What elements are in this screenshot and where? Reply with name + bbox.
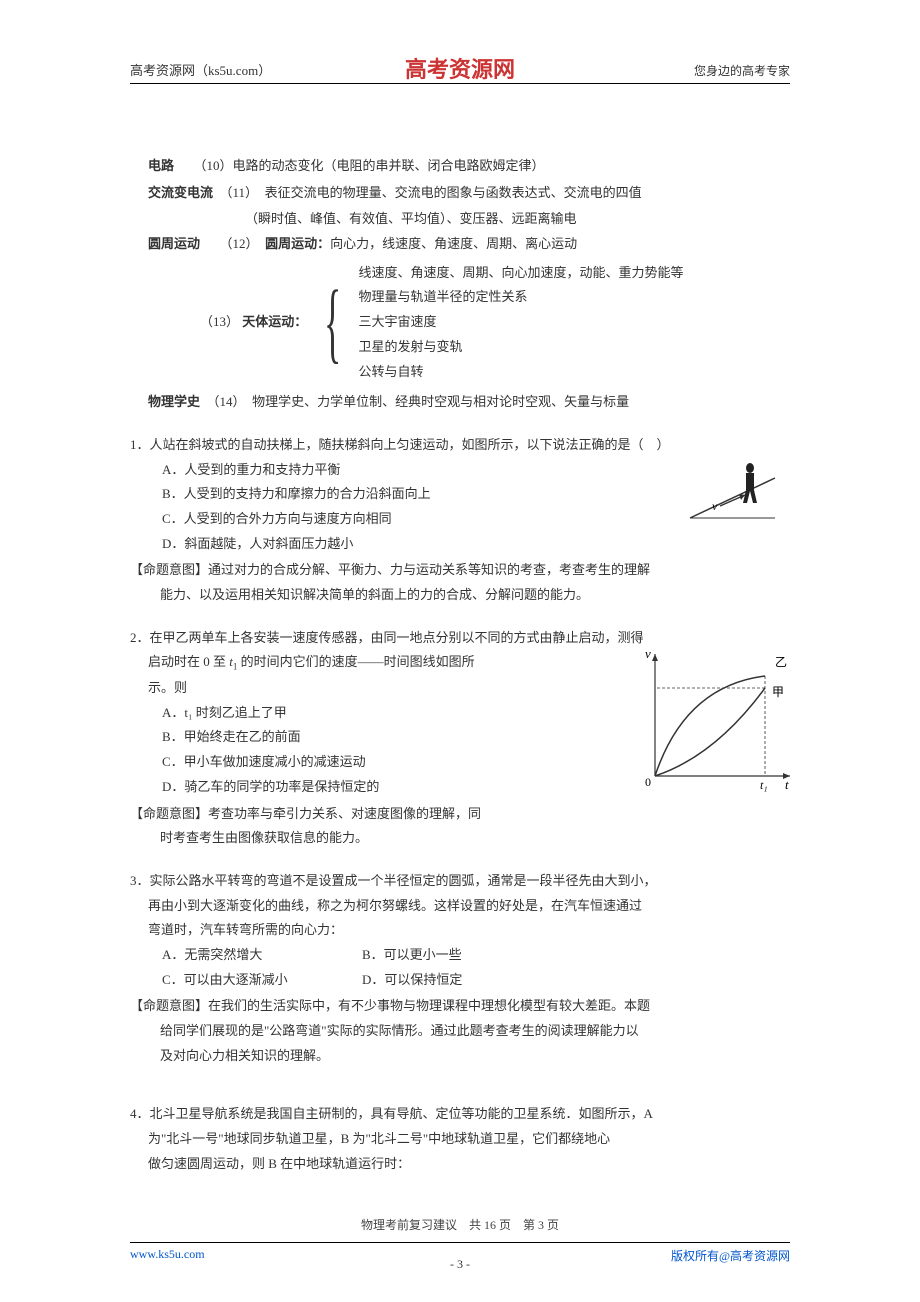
celestial-item1: 线速度、角速度、周期、向心加速度，动能、重力势能等 xyxy=(358,261,683,286)
topic-circular: 圆周运动 （12） 圆周运动：向心力，线速度、角速度、周期、离心运动 xyxy=(148,232,790,257)
q2-purpose1: 考查功率与牵引力关系、对速度图像的理解，同 xyxy=(208,806,481,821)
question-4: 4．北斗卫星导航系统是我国自主研制的，具有导航、定位等功能的卫星系统．如图所示，… xyxy=(130,1102,790,1176)
topic-ac: 交流变电流 （11） 表征交流电的物理量、交流电的图象与函数表达式、交流电的四值 xyxy=(148,181,790,206)
page-header: 高考资源网（ks5u.com） 高考资源网 您身边的高考专家 xyxy=(130,60,790,84)
q3-purpose2: 给同学们展现的是"公路弯道"实际的实际情形。通过此题考查考生的阅读理解能力以 xyxy=(160,1019,790,1044)
q2-intro2: 启动时在 0 至 xyxy=(148,654,229,669)
q3-purpose1: 在我们的生活实际中，有不少事物与物理课程中理想化模型有较大差距。本题 xyxy=(208,998,650,1013)
topic-ac-text1: 表征交流电的物理量、交流电的图象与函数表达式、交流电的四值 xyxy=(265,185,642,200)
q2-purpose: 【命题意图】考查功率与牵引力关系、对速度图像的理解，同 xyxy=(130,802,790,827)
topic-ac-cont: （瞬时值、峰值、有效值、平均值）、变压器、远距离输电 xyxy=(245,207,790,232)
graph-jia: 甲 xyxy=(772,685,784,699)
topic-celestial: （13） 天体运动： { 线速度、角速度、周期、向心加速度，动能、重力势能等 物… xyxy=(200,261,790,384)
topic-history-label: 物理学史 xyxy=(148,394,200,409)
page-foot: 物理考前复习建议 共 16 页 第 3 页 xyxy=(130,1214,790,1237)
left-brace-icon: { xyxy=(324,280,341,366)
q1-optD: D．斜面越陡，人对斜面压力越小 xyxy=(162,532,790,557)
q3-purpose3: 及对向心力相关知识的理解。 xyxy=(160,1044,790,1069)
celestial-item4: 公转与自转 xyxy=(358,360,683,385)
graph-yi: 乙 xyxy=(775,655,787,669)
q2-purpose2: 时考查考生由图像获取信息的能力。 xyxy=(160,826,790,851)
topic-history-text: 物理学史、力学单位制、经典时空观与相对论时空观、矢量与标量 xyxy=(252,394,629,409)
q4-intro3: 做匀速圆周运动，则 B 在中地球轨道运行时： xyxy=(148,1152,790,1177)
page-footer: www.ks5u.com - 3 - 版权所有@高考资源网 xyxy=(130,1242,790,1264)
q4-intro1: 4．北斗卫星导航系统是我国自主研制的，具有导航、定位等功能的卫星系统．如图所示，… xyxy=(130,1102,790,1127)
q3-optD: D．可以保持恒定 xyxy=(362,968,562,993)
topic-circular-bold: 圆周运动： xyxy=(265,236,330,251)
header-tagline: 您身边的高考专家 xyxy=(694,62,790,79)
footer-copyright: 版权所有@高考资源网 xyxy=(671,1247,790,1264)
header-brand: 高考资源网 xyxy=(405,52,515,84)
q1-purpose-label: 【命题意图】 xyxy=(130,562,208,577)
graph-origin: 0 xyxy=(645,775,651,789)
q2-purpose-label: 【命题意图】 xyxy=(130,806,208,821)
q1-purpose2: 能力、以及运用相关知识解决简单的斜面上的力的合成、分解问题的能力。 xyxy=(160,583,790,608)
topic-history: 物理学史 （14） 物理学史、力学单位制、经典时空观与相对论时空观、矢量与标量 xyxy=(148,390,790,415)
celestial-item3: 卫星的发射与变轨 xyxy=(358,335,683,360)
topic-circular-num: （12） xyxy=(226,236,252,251)
topic-circuit-num: （10） xyxy=(200,158,233,173)
footer-pagenum: - 3 - xyxy=(450,1257,470,1272)
topic-celestial-label: 天体运动： xyxy=(242,314,307,329)
topic-circuit: 电路 （10）电路的动态变化（电阻的串并联、闭合电路欧姆定律） xyxy=(148,154,790,179)
topic-circuit-label: 电路 xyxy=(148,158,174,173)
q3-intro2: 再由小到大逐渐变化的曲线，称之为柯尔努螺线。这样设置的好处是，在汽车恒速通过 xyxy=(148,894,790,919)
q1-purpose: 【命题意图】通过对力的合成分解、平衡力、力与运动关系等知识的考查，考查考生的理解 xyxy=(130,558,790,583)
topic-ac-label: 交流变电流 xyxy=(148,185,213,200)
q1-intro: 1．人站在斜坡式的自动扶梯上，随扶梯斜向上匀速运动，如图所示，以下说法正确的是（… xyxy=(130,433,790,458)
q3-optB: B．可以更小一些 xyxy=(362,943,562,968)
fig-v-label: v xyxy=(712,499,718,513)
q3-purpose: 【命题意图】在我们的生活实际中，有不少事物与物理课程中理想化模型有较大差距。本题 xyxy=(130,994,790,1019)
topic-circuit-text: 电路的动态变化（电阻的串并联、闭合电路欧姆定律） xyxy=(233,158,545,173)
q1-purpose1: 通过对力的合成分解、平衡力、力与运动关系等知识的考查，考查考生的理解 xyxy=(208,562,650,577)
q3-purpose-label: 【命题意图】 xyxy=(130,998,208,1013)
q3-intro3: 弯道时，汽车转弯所需的向心力： xyxy=(148,918,790,943)
topic-celestial-num: （13） xyxy=(200,314,239,329)
graph-v-axis: v xyxy=(645,646,651,661)
celestial-item2: 三大宇宙速度 xyxy=(358,310,683,335)
q3-optsAB: A．无需突然增大 B．可以更小一些 xyxy=(162,943,790,968)
graph-t1: t₁ xyxy=(760,778,768,792)
topic-history-num: （14） xyxy=(213,394,239,409)
question-1: 1．人站在斜坡式的自动扶梯上，随扶梯斜向上匀速运动，如图所示，以下说法正确的是（… xyxy=(130,433,790,608)
celestial-item1b: 物理量与轨道半径的定性关系 xyxy=(358,285,683,310)
vt-graph-figure: v t t₁ 0 甲 乙 xyxy=(635,646,795,796)
question-2: 2．在甲乙两单车上各安装一速度传感器，由同一地点分别以不同的方式由静止启动，测得… xyxy=(130,626,790,851)
escalator-figure: v xyxy=(685,458,780,523)
q3-optA: A．无需突然增大 xyxy=(162,943,362,968)
q3-optC: C．可以由大逐渐减小 xyxy=(162,968,362,993)
topic-circular-text: 向心力，线速度、角速度、周期、离心运动 xyxy=(330,236,577,251)
topic-ac-num: （11） xyxy=(226,185,252,200)
graph-t-axis: t xyxy=(785,777,789,792)
q3-optsCD: C．可以由大逐渐减小 D．可以保持恒定 xyxy=(162,968,790,993)
q4-intro2: 为"北斗一号"地球同步轨道卫星，B 为"北斗二号"中地球轨道卫星，它们都绕地心 xyxy=(148,1127,790,1152)
header-site-label: 高考资源网（ks5u.com） xyxy=(130,60,271,79)
q3-intro1: 3．实际公路水平转弯的弯道不是设置成一个半径恒定的圆弧，通常是一段半径先由大到小… xyxy=(130,869,790,894)
question-3: 3．实际公路水平转弯的弯道不是设置成一个半径恒定的圆弧，通常是一段半径先由大到小… xyxy=(130,869,790,1069)
q2-intro2b: 的时间内它们的速度——时间图线如图所 xyxy=(237,654,474,669)
topic-circular-label: 圆周运动 xyxy=(148,236,200,251)
content-body: 电路 （10）电路的动态变化（电阻的串并联、闭合电路欧姆定律） 交流变电流 （1… xyxy=(130,154,790,1237)
footer-url[interactable]: www.ks5u.com xyxy=(130,1247,205,1264)
